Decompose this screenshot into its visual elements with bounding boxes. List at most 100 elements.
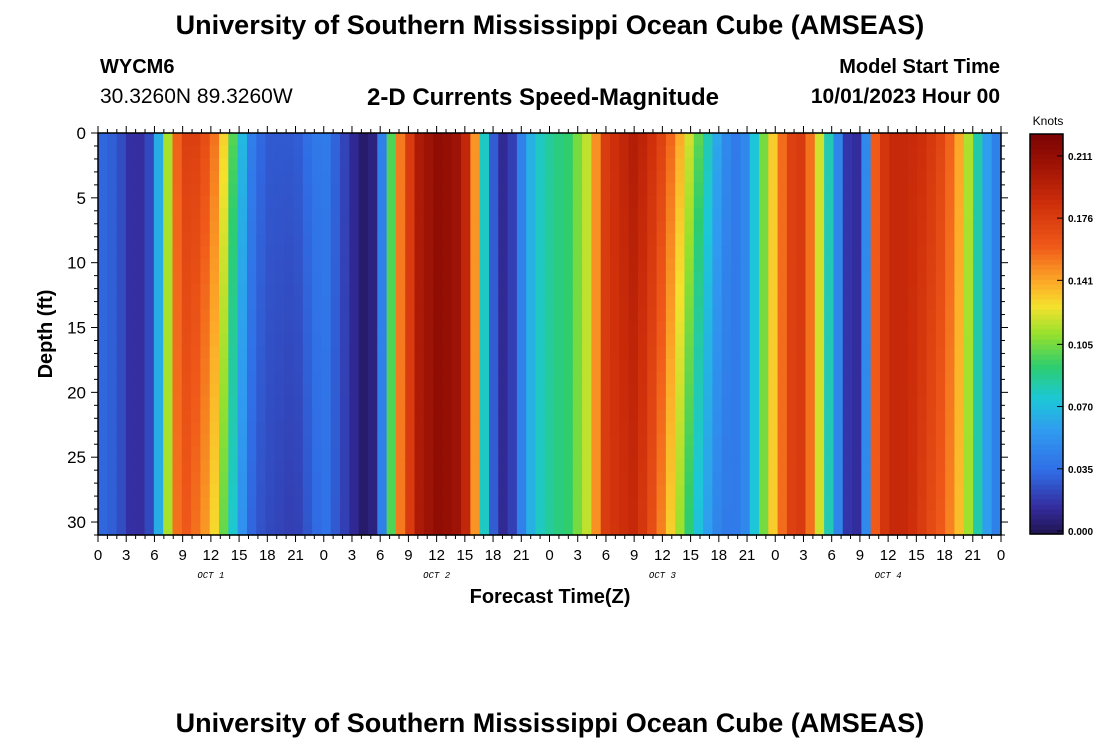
heatmap-cell — [107, 346, 118, 360]
heatmap-cell — [758, 133, 769, 147]
heatmap-cell — [991, 145, 1002, 159]
heatmap-cell — [367, 359, 378, 373]
heatmap-cell — [367, 522, 378, 536]
heatmap-cell — [898, 195, 909, 209]
heatmap-cell — [554, 447, 565, 461]
heatmap-cell — [302, 296, 313, 310]
heatmap-cell — [274, 296, 285, 310]
heatmap-cell — [991, 195, 1002, 209]
heatmap-cell — [479, 359, 490, 373]
heatmap-cell — [572, 509, 583, 524]
heatmap-cell — [656, 509, 667, 524]
heatmap-cell — [442, 308, 453, 323]
heatmap-cell — [833, 296, 844, 310]
heatmap-cell — [758, 497, 769, 511]
heatmap-cell — [135, 522, 146, 536]
heatmap-cell — [889, 459, 900, 473]
heatmap-cell — [693, 195, 704, 209]
heatmap-cell — [973, 183, 983, 197]
heatmap-cell — [479, 484, 490, 498]
heatmap-cell — [330, 434, 341, 448]
heatmap-cell — [768, 509, 779, 524]
heatmap-cell — [898, 233, 909, 247]
heatmap-cell — [442, 246, 453, 260]
heatmap-cell — [172, 246, 183, 260]
heatmap-cell — [237, 447, 248, 461]
heatmap-cell — [600, 271, 611, 285]
heatmap-cell — [358, 359, 369, 373]
heatmap-cell — [125, 170, 136, 184]
heatmap-cell — [200, 258, 211, 272]
heatmap-cell — [591, 246, 602, 260]
heatmap-cell — [228, 459, 239, 473]
heatmap-cell — [516, 447, 527, 461]
heatmap-cell — [107, 434, 118, 448]
heatmap-cell — [833, 509, 844, 524]
colorbar-gradient — [1030, 134, 1063, 535]
heatmap-cell — [423, 271, 434, 285]
heatmap-cell — [768, 421, 779, 436]
heatmap-cell — [582, 421, 592, 436]
colorbar-segment — [1030, 139, 1063, 145]
heatmap-cell — [526, 434, 537, 448]
heatmap-cell — [516, 409, 527, 423]
heatmap-cell — [256, 484, 267, 498]
heatmap-cell — [665, 409, 676, 423]
heatmap-cell — [107, 522, 118, 536]
heatmap-cell — [824, 271, 835, 285]
heatmap-cell — [414, 183, 425, 197]
heatmap-cell — [749, 246, 760, 260]
heatmap-cell — [414, 258, 425, 272]
heatmap-cell — [330, 246, 341, 260]
heatmap-cell — [628, 472, 639, 486]
heatmap-cell — [330, 396, 341, 410]
heatmap-cell — [302, 271, 313, 285]
heatmap-cell — [721, 384, 732, 398]
heatmap-cell — [879, 258, 890, 272]
heatmap-cell — [516, 459, 527, 473]
heatmap-cell — [963, 421, 974, 436]
heatmap-cell — [377, 170, 388, 184]
heatmap-cell — [973, 170, 983, 184]
heatmap-cell — [386, 447, 397, 461]
heatmap-cell — [805, 522, 816, 536]
heatmap-cell — [246, 472, 257, 486]
heatmap-cell — [805, 509, 816, 524]
heatmap-cell — [302, 321, 313, 335]
heatmap-cell — [181, 321, 192, 335]
heatmap-cell — [991, 509, 1002, 524]
heatmap-cell — [163, 246, 174, 260]
heatmap-cell — [861, 359, 872, 373]
heatmap-cell — [656, 472, 667, 486]
heatmap-cell — [637, 170, 648, 184]
heatmap-cell — [386, 283, 397, 297]
heatmap-cell — [293, 409, 304, 423]
heatmap-cell — [703, 271, 714, 285]
heatmap-cell — [824, 308, 835, 323]
heatmap-cell — [675, 334, 686, 348]
heatmap-cell — [358, 484, 369, 498]
heatmap-cell — [367, 195, 378, 209]
heatmap-cell — [107, 233, 118, 247]
heatmap-cell — [935, 359, 946, 373]
heatmap-cell — [842, 233, 853, 247]
heatmap-cell — [498, 497, 509, 511]
heatmap-cell — [423, 195, 434, 209]
heatmap-cell — [340, 145, 350, 159]
heatmap-cell — [758, 296, 769, 310]
heatmap-cell — [172, 472, 183, 486]
heatmap-cell — [219, 220, 229, 235]
heatmap-cell — [144, 371, 155, 385]
heatmap-cell — [703, 459, 714, 473]
heatmap-cell — [470, 509, 481, 524]
heatmap-cell — [963, 258, 974, 272]
heatmap-cell — [665, 396, 676, 410]
heatmap-cell — [991, 296, 1002, 310]
heatmap-cell — [461, 509, 471, 524]
heatmap-cell — [768, 208, 779, 222]
heatmap-cell — [777, 434, 788, 448]
heatmap-cell — [172, 283, 183, 297]
heatmap-cell — [740, 359, 751, 373]
heatmap-cell — [98, 371, 108, 385]
heatmap-cell — [684, 183, 695, 197]
